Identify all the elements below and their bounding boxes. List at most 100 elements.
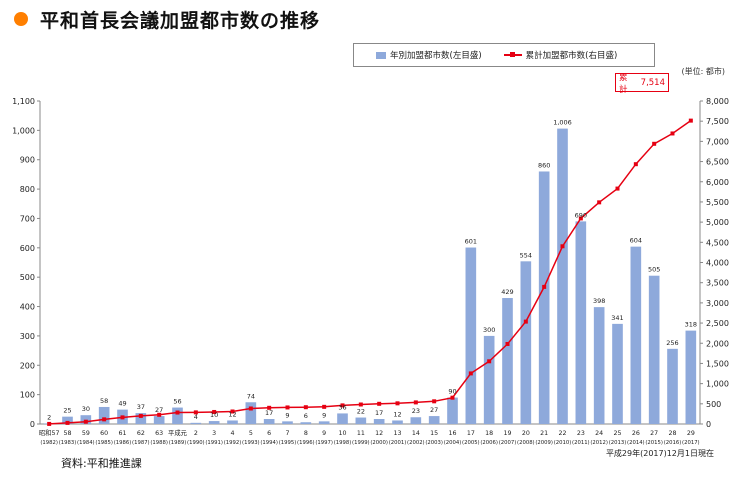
cumulative-point bbox=[615, 186, 620, 191]
bar bbox=[557, 128, 568, 425]
bar bbox=[465, 247, 477, 424]
x-tick-label: 6 bbox=[267, 430, 271, 437]
bar bbox=[98, 406, 110, 424]
legend-label-annual: 年別加盟都市数(左目盛) bbox=[390, 51, 482, 61]
x-tick-label: 11 bbox=[357, 430, 365, 437]
cumulative-point bbox=[523, 319, 528, 324]
x-tick-label: 21 bbox=[540, 430, 548, 437]
x-tick-label: 63 bbox=[155, 430, 163, 437]
bar-value-label: 23 bbox=[412, 407, 420, 415]
x-tick-label: 9 bbox=[322, 430, 326, 437]
bar-value-label: 860 bbox=[538, 161, 550, 169]
x-tick-label: 10 bbox=[338, 430, 346, 437]
cumulative-point bbox=[102, 417, 107, 422]
bar bbox=[300, 422, 312, 424]
x-tick-label: 24 bbox=[595, 430, 603, 437]
bar-value-label: 22 bbox=[357, 408, 365, 416]
y-left-tick-label: 400 bbox=[20, 303, 35, 312]
cumulative-point bbox=[432, 399, 437, 404]
bar bbox=[245, 402, 257, 424]
x-tick-label: 28 bbox=[668, 430, 676, 437]
cumulative-point bbox=[175, 410, 180, 415]
bar bbox=[428, 416, 440, 424]
x-tick-label: 59 bbox=[82, 430, 90, 437]
x-tick-label: 5 bbox=[249, 430, 253, 437]
x-tick-label: 18 bbox=[485, 430, 493, 437]
x-tick-year-label: (2015) bbox=[645, 440, 663, 446]
x-tick-year-label: (1994) bbox=[260, 440, 278, 446]
bar-value-label: 318 bbox=[685, 321, 697, 329]
x-tick-year-label: (2003) bbox=[425, 440, 443, 446]
cumulative-point bbox=[560, 244, 565, 249]
x-tick-year-label: (1996) bbox=[297, 440, 315, 446]
x-tick-label: 60 bbox=[100, 430, 108, 437]
bar-value-label: 17 bbox=[375, 409, 383, 417]
x-tick-label: 13 bbox=[393, 430, 401, 437]
y-right-tick-label: 2,000 bbox=[706, 339, 729, 348]
x-tick-label: 58 bbox=[63, 430, 71, 437]
y-left-tick-label: 300 bbox=[20, 332, 35, 341]
bar-value-label: 27 bbox=[430, 406, 438, 414]
bar-value-label: 341 bbox=[611, 314, 623, 322]
x-tick-year-label: (1998) bbox=[334, 440, 352, 446]
bar-value-label: 9 bbox=[285, 411, 289, 419]
x-tick-label: 61 bbox=[118, 430, 126, 437]
legend-label-cumulative: 累計加盟都市数(右目盛) bbox=[525, 51, 618, 61]
total-value: 7,514 bbox=[640, 77, 665, 88]
x-tick-year-label: (1990) bbox=[187, 440, 205, 446]
y-right-tick-label: 4,000 bbox=[706, 259, 729, 268]
bar bbox=[593, 307, 605, 424]
bar-value-label: 17 bbox=[265, 409, 273, 417]
x-tick-label: 25 bbox=[613, 430, 621, 437]
bar-value-label: 601 bbox=[465, 238, 477, 246]
bar bbox=[483, 335, 495, 424]
bar bbox=[667, 348, 678, 424]
bar bbox=[373, 419, 385, 424]
x-tick-year-label: (1995) bbox=[279, 440, 297, 446]
cumulative-point bbox=[138, 413, 143, 418]
cumulative-line bbox=[49, 119, 692, 425]
x-tick-year-label: (2006) bbox=[480, 440, 498, 446]
bar-value-label: 10 bbox=[210, 411, 218, 419]
x-tick-year-label: (1991) bbox=[205, 440, 223, 446]
y-right-tick-label: 3,500 bbox=[706, 279, 729, 288]
cumulative-point bbox=[652, 141, 657, 146]
x-tick-label: 17 bbox=[467, 430, 475, 437]
bar-value-label: 554 bbox=[520, 251, 532, 259]
y-left-tick-label: 0 bbox=[30, 420, 35, 429]
x-tick-label: 22 bbox=[558, 430, 566, 437]
x-tick-label: 12 bbox=[375, 430, 383, 437]
bar bbox=[630, 246, 642, 424]
y-right-tick-label: 0 bbox=[706, 420, 711, 429]
bar-value-label: 90 bbox=[448, 388, 456, 396]
x-tick-label: 15 bbox=[430, 430, 438, 437]
cumulative-point bbox=[358, 402, 363, 407]
x-tick-label: 平成元 bbox=[168, 428, 188, 437]
cumulative-point bbox=[83, 419, 88, 424]
y-right-tick-label: 500 bbox=[706, 400, 721, 409]
cumulative-point bbox=[395, 401, 400, 406]
cumulative-point bbox=[65, 420, 70, 425]
bar bbox=[318, 421, 330, 424]
bar bbox=[392, 420, 403, 424]
cumulative-point bbox=[377, 401, 382, 406]
bar-value-label: 49 bbox=[118, 400, 126, 408]
x-tick-year-label: (2011) bbox=[572, 440, 590, 446]
y-left-tick-label: 600 bbox=[20, 244, 35, 253]
x-tick-year-label: (2012) bbox=[590, 440, 608, 446]
y-right-tick-label: 6,500 bbox=[706, 158, 729, 167]
x-tick-label: 14 bbox=[412, 430, 420, 437]
x-tick-year-label: (2009) bbox=[535, 440, 553, 446]
x-tick-year-label: (1985) bbox=[95, 440, 113, 446]
x-tick-year-label: (2014) bbox=[627, 440, 645, 446]
bar bbox=[153, 416, 165, 424]
bar bbox=[685, 330, 697, 424]
bar bbox=[410, 417, 422, 424]
cumulative-point bbox=[322, 404, 327, 409]
x-tick-year-label: (2008) bbox=[517, 440, 535, 446]
bar bbox=[575, 221, 587, 424]
y-right-tick-label: 4,500 bbox=[706, 238, 729, 247]
cumulative-point bbox=[212, 409, 217, 414]
bar bbox=[172, 407, 183, 424]
bar bbox=[337, 413, 348, 424]
